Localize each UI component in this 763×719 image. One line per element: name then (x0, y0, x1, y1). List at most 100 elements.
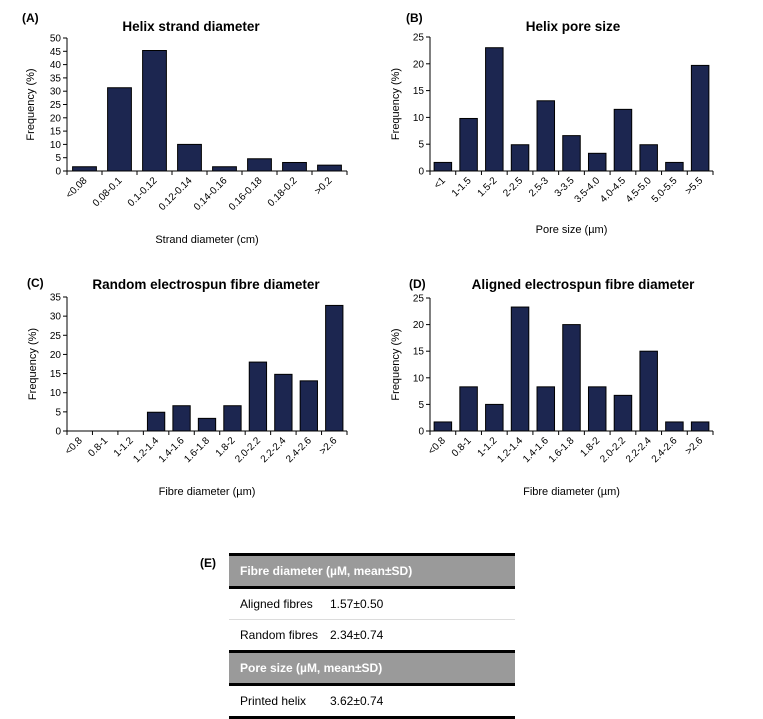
bar-d (562, 324, 581, 432)
x-tick-label-c: 1.2-1.4 (131, 435, 161, 465)
x-tick-label-a: <0.08 (64, 175, 90, 201)
x-tick-label-b: 5.0-5.5 (650, 175, 680, 205)
y-tick-label-d: 5 (418, 400, 424, 411)
y-tick-label-d: 15 (413, 347, 425, 358)
x-tick-label-b: 2.5-3 (527, 175, 551, 199)
bar-b (562, 135, 581, 172)
chart-panel-c: (C) Random electrospun fibre diameter 0 5 10… (0, 265, 380, 505)
bar-d (510, 306, 530, 432)
table-row: Aligned fibres 1.57±0.50 (229, 587, 515, 620)
x-tick-label-b: <1 (432, 175, 448, 191)
section-header-pore-size: Pore size (µM, mean±SD) (229, 650, 515, 686)
y-tick-label-b: 15 (413, 86, 425, 97)
x-tick-label-b: 1.5-2 (476, 175, 500, 199)
bar-a (107, 87, 132, 172)
bar-d (459, 386, 478, 432)
x-tick-label-d: 2.4-2.6 (650, 435, 680, 465)
y-tick-label-c: 5 (55, 407, 61, 418)
chart-panel-d: (D) Aligned electrospun fibre diameter 0 5 1… (380, 265, 763, 505)
x-tick-label-a: >0.2 (313, 175, 335, 197)
row-value-printed-helix: 3.62±0.74 (330, 684, 515, 719)
bar-a (247, 158, 272, 172)
bar-d (613, 394, 633, 432)
x-axis-label-d: Fibre diameter (µm) (523, 486, 620, 498)
panel-label-a: (A) (22, 11, 39, 25)
y-tick-label-a: 5 (55, 153, 61, 164)
x-tick-label-a: 0.1-0.12 (126, 175, 160, 209)
y-tick-label-a: 0 (55, 167, 61, 178)
y-tick-label-a: 45 (50, 47, 62, 58)
y-axis-label-d: Frequency (%) (390, 328, 402, 400)
x-tick-label-d: 1.6-1.8 (547, 435, 577, 465)
x-tick-label-d: 2.2-2.4 (624, 435, 654, 465)
bar-c (197, 417, 217, 432)
y-tick-label-a: 25 (50, 100, 62, 111)
x-tick-label-c: 0.8-1 (86, 435, 110, 459)
y-tick-label-a: 40 (50, 60, 62, 71)
chart-panel-b: (B) Helix pore size 0 5 10 15 20 25 <1 1-1.5 1.5-2… (380, 0, 763, 260)
chart-title-a: Helix strand diameter (122, 19, 260, 34)
x-tick-label-a: 0.14-0.16 (192, 175, 230, 213)
chart-c-svg: (C) Random electrospun fibre diameter 0 5 10… (27, 276, 348, 498)
table-section-header: Fibre diameter (µM, mean±SD) (229, 553, 515, 589)
bar-d (536, 386, 556, 432)
y-tick-label-d: 0 (418, 427, 424, 438)
y-tick-label-a: 10 (50, 140, 62, 151)
table-section-header: Pore size (µM, mean±SD) (229, 650, 515, 686)
x-tick-label-c: 2.4-2.6 (284, 435, 314, 465)
x-tick-label-b: 2-2.5 (501, 175, 525, 199)
panel-label-c: (C) (27, 276, 44, 290)
bar-c (146, 411, 166, 432)
bar-c (299, 380, 318, 432)
x-tick-label-d: 2.0-2.2 (598, 435, 628, 465)
y-tick-label-b: 0 (418, 167, 424, 178)
x-tick-label-d: 1.2-1.4 (495, 435, 525, 465)
x-axis-label-b: Pore size (µm) (536, 224, 608, 236)
y-tick-label-c: 35 (50, 293, 62, 304)
y-tick-label-d: 20 (413, 320, 425, 331)
y-tick-label-c: 20 (50, 350, 62, 361)
chart-panel-a: (A) Helix strand diameter 0 5 10 15 20 25 30 35 40… (0, 0, 380, 260)
bar-c (325, 304, 344, 432)
x-tick-label-c: 2.2-2.4 (259, 435, 289, 465)
row-value-random-fibres: 2.34±0.74 (330, 619, 515, 652)
x-tick-label-d: >2.6 (684, 435, 706, 457)
bar-d (665, 421, 684, 432)
bar-a (282, 161, 307, 172)
bar-c (274, 373, 293, 432)
bar-c (248, 361, 268, 432)
x-tick-label-c: 1.6-1.8 (182, 435, 212, 465)
chart-b-svg: (B) Helix pore size 0 5 10 15 20 25 <1 1-1.5 1.5-2… (390, 11, 714, 236)
y-tick-label-b: 10 (413, 113, 425, 124)
x-tick-label-b: 3.5-4.0 (573, 175, 603, 205)
bar-d (587, 386, 607, 432)
row-value-aligned-fibres: 1.57±0.50 (330, 587, 515, 620)
chart-title-c: Random electrospun fibre diameter (92, 277, 320, 292)
y-tick-label-d: 25 (413, 294, 425, 305)
bar-a (177, 143, 202, 172)
bar-c (172, 405, 191, 432)
bar-d (639, 350, 658, 432)
x-tick-label-b: >5.5 (684, 175, 706, 197)
x-tick-label-b: 1-1.5 (450, 175, 474, 199)
bar-b (536, 100, 556, 172)
chart-a-svg: (A) Helix strand diameter 0 5 10 15 20 25 30 35 40… (22, 11, 348, 246)
x-tick-label-c: >2.6 (318, 435, 340, 457)
bar-b (639, 144, 658, 172)
row-label-printed-helix: Printed helix (229, 684, 330, 719)
bar-a (317, 164, 342, 172)
y-tick-label-d: 10 (413, 373, 425, 384)
x-tick-label-a: 0.18-0.2 (266, 175, 300, 209)
bar-b (587, 152, 607, 172)
bar-b (510, 144, 530, 172)
y-tick-label-c: 25 (50, 331, 62, 342)
chart-title-d: Aligned electrospun fibre diameter (472, 277, 696, 292)
bar-b (665, 161, 684, 172)
y-tick-label-a: 15 (50, 127, 62, 138)
bar-d (690, 421, 710, 432)
panel-label-e: (E) (200, 556, 216, 570)
x-tick-label-b: 4.5-5.0 (624, 175, 654, 205)
x-axis-label-a: Strand diameter (cm) (155, 234, 258, 246)
x-tick-label-a: 0.12-0.14 (157, 175, 195, 213)
table-row: Random fibres 2.34±0.74 (229, 619, 515, 652)
